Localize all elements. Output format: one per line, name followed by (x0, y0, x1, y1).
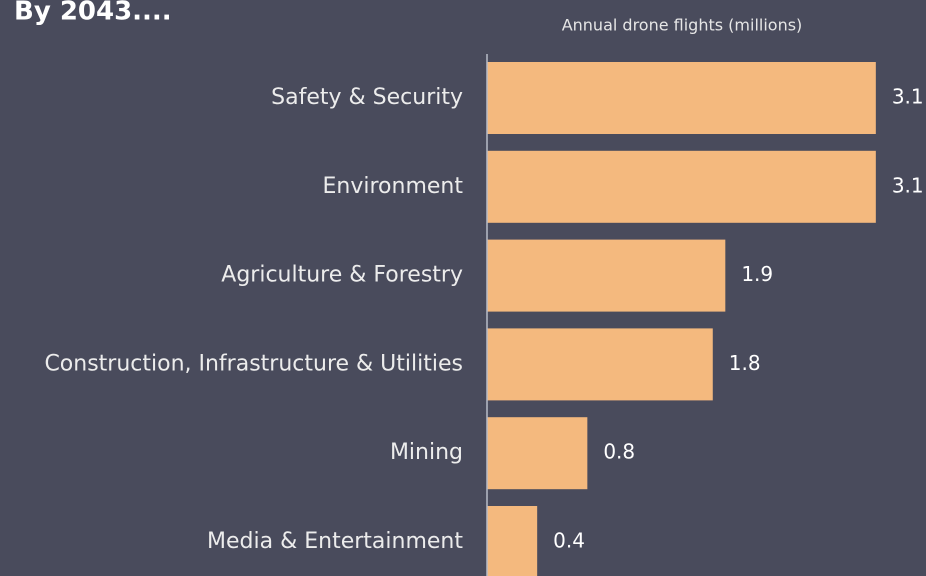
axis-label: Annual drone flights (millions) (562, 16, 803, 35)
value-label: 3.1 (892, 85, 924, 109)
value-label: 0.4 (553, 529, 585, 553)
bar (487, 417, 588, 490)
y-tick-label: Agriculture & Forestry (221, 263, 463, 288)
value-label: 0.8 (603, 440, 635, 464)
value-label: 1.8 (729, 351, 761, 375)
y-tick-label: Construction, Infrastructure & Utilities (44, 351, 463, 376)
chart-title: By 2043.... (14, 0, 172, 27)
value-label: 1.9 (741, 262, 773, 286)
y-tick-label: Mining (390, 440, 463, 465)
bar (487, 150, 876, 223)
y-tick-label: Safety & Security (271, 85, 463, 110)
bar (487, 62, 876, 134)
bar (487, 239, 726, 312)
y-tick-label: Environment (323, 174, 464, 199)
y-tick-label: Media & Entertainment (207, 529, 463, 554)
value-label: 3.1 (892, 173, 924, 197)
bar (487, 506, 538, 576)
bar (487, 328, 713, 401)
